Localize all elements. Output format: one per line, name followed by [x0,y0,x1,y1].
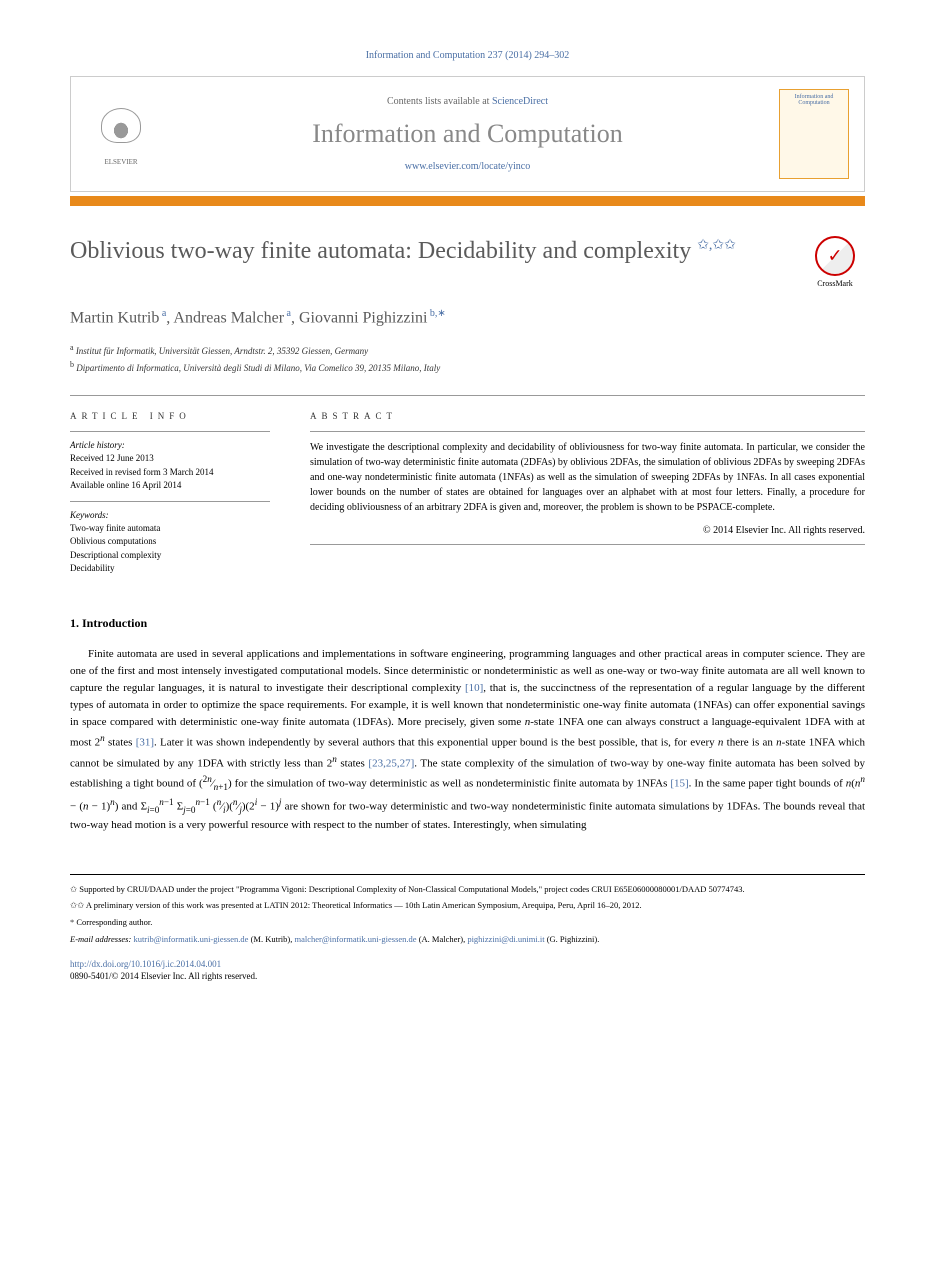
keyword-4: Decidability [70,562,270,576]
fn2-text: A preliminary version of this work was p… [86,900,642,910]
authors-line: Martin Kutrib a, Andreas Malcher a, Giov… [70,308,865,327]
publisher-name: ELSEVIER [104,158,137,166]
intro-paragraph: Finite automata are used in several appl… [70,646,865,834]
orange-divider-bar [70,196,865,206]
fn1-text: Supported by CRUI/DAAD under the project… [79,884,744,894]
history-label: Article history: [70,440,270,450]
author-2-sup: a [284,308,291,319]
info-divider-2 [70,501,270,502]
fn1-mark: ✩ [70,884,77,894]
keyword-1: Two-way finite automata [70,522,270,536]
abstract-text: We investigate the descriptional complex… [310,440,865,515]
title-footnote-marks: ✩,✩✩ [697,238,736,253]
journal-url-link[interactable]: www.elsevier.com/locate/yinco [156,161,779,172]
doi-link[interactable]: http://dx.doi.org/10.1016/j.ic.2014.04.0… [70,959,221,969]
article-info-column: ARTICLE INFO Article history: Received 1… [70,411,270,576]
email-2-name: (A. Malcher) [419,934,463,944]
sciencedirect-link[interactable]: ScienceDirect [492,96,548,107]
ref-10[interactable]: [10] [465,682,483,694]
author-1-sup: a [159,308,166,319]
footnote-2: ✩✩ A preliminary version of this work wa… [70,899,865,912]
affiliation-b-text: Dipartimento di Informatica, Università … [76,363,440,373]
top-divider [70,395,865,396]
received-date: Received 12 June 2013 [70,452,270,466]
author-1: Martin Kutrib [70,309,159,326]
elsevier-tree-icon [96,103,146,158]
info-divider-1 [70,431,270,432]
fn2-mark: ✩✩ [70,900,84,910]
contents-prefix: Contents lists available at [387,96,492,107]
header-inner: ELSEVIER Contents lists available at Sci… [71,89,864,179]
email-3[interactable]: pighizzini@di.unimi.it [467,934,544,944]
author-3-sup: b,∗ [427,308,445,319]
corr-text: Corresponding author. [76,917,152,927]
doi-block: http://dx.doi.org/10.1016/j.ic.2014.04.0… [70,958,865,983]
email-3-name: (G. Pighizzini) [547,934,598,944]
corresponding-author-note: * Corresponding author. [70,916,865,929]
title-text: Oblivious two-way finite automata: Decid… [70,238,691,264]
online-date: Available online 16 April 2014 [70,479,270,493]
article-info-heading: ARTICLE INFO [70,411,270,421]
email-1[interactable]: kutrib@informatik.uni-giessen.de [133,934,248,944]
crossmark-icon [815,236,855,276]
footnote-1: ✩ Supported by CRUI/DAAD under the proje… [70,883,865,896]
info-abstract-row: ARTICLE INFO Article history: Received 1… [70,411,865,576]
keyword-2: Oblivious computations [70,535,270,549]
footnotes-block: ✩ Supported by CRUI/DAAD under the proje… [70,874,865,946]
citation-line: Information and Computation 237 (2014) 2… [70,50,865,61]
journal-header-box: ELSEVIER Contents lists available at Sci… [70,76,865,192]
author-2: Andreas Malcher [173,309,284,326]
issn-copyright-line: 0890-5401/© 2014 Elsevier Inc. All right… [70,970,865,983]
article-header-row: Oblivious two-way finite automata: Decid… [70,236,865,288]
corr-mark: * [70,917,74,927]
abstract-column: ABSTRACT We investigate the descriptiona… [310,411,865,576]
journal-title: Information and Computation [156,119,779,149]
affiliations-block: a Institut für Informatik, Universität G… [70,342,865,375]
revised-date: Received in revised form 3 March 2014 [70,466,270,480]
abstract-divider [310,431,865,432]
abstract-copyright: © 2014 Elsevier Inc. All rights reserved… [310,525,865,536]
keywords-label: Keywords: [70,510,270,520]
abstract-heading: ABSTRACT [310,411,865,421]
affiliation-b: b Dipartimento di Informatica, Universit… [70,359,865,376]
affiliation-a-text: Institut für Informatik, Universität Gie… [76,346,368,356]
introduction-heading: 1. Introduction [70,616,865,631]
email-1-name: (M. Kutrib) [251,934,291,944]
ref-31[interactable]: [31] [136,737,154,749]
crossmark-badge[interactable]: CrossMark [805,236,865,288]
ref-15[interactable]: [15] [670,778,688,790]
email-2[interactable]: malcher@informatik.uni-giessen.de [294,934,416,944]
email-label: E-mail addresses: [70,934,131,944]
email-addresses-line: E-mail addresses: kutrib@informatik.uni-… [70,933,865,946]
journal-cover-thumbnail: Information and Computation [779,89,849,179]
cover-title-text: Information and Computation [784,94,844,106]
crossmark-label: CrossMark [817,279,853,288]
keyword-3: Descriptional complexity [70,549,270,563]
abstract-bottom-divider [310,544,865,545]
author-3: Giovanni Pighizzini [299,309,427,326]
contents-available-line: Contents lists available at ScienceDirec… [156,96,779,107]
header-center: Contents lists available at ScienceDirec… [156,96,779,172]
affiliation-a: a Institut für Informatik, Universität G… [70,342,865,359]
article-title: Oblivious two-way finite automata: Decid… [70,236,805,267]
ref-23-25-27[interactable]: [23,25,27] [368,757,414,769]
elsevier-logo: ELSEVIER [86,94,156,174]
